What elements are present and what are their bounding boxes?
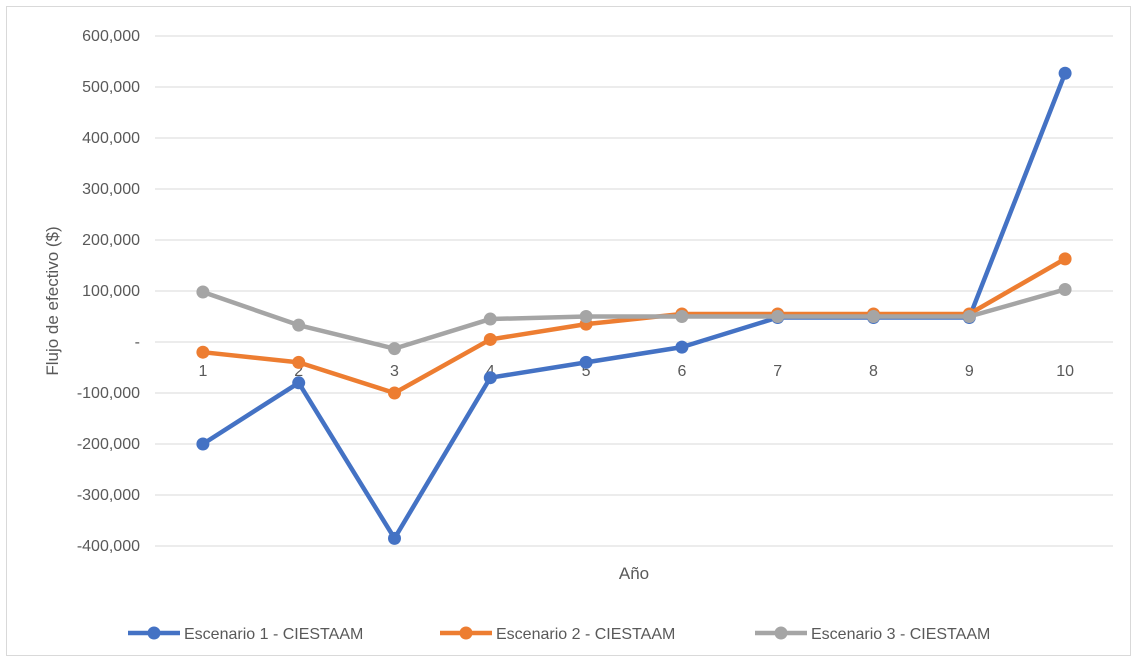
x-tick-label: 7 bbox=[773, 363, 782, 380]
y-axis-ticks: 600,000 500,000 400,000 300,000 200,000 100,0… bbox=[77, 28, 140, 555]
data-point bbox=[675, 310, 689, 323]
x-tick-label: 5 bbox=[582, 363, 591, 380]
legend-label: Escenario 3 - CIESTAAM bbox=[811, 626, 990, 643]
data-point bbox=[483, 371, 497, 385]
data-point bbox=[388, 386, 401, 400]
data-point bbox=[292, 318, 306, 332]
y-tick-label: 300,000 bbox=[82, 181, 140, 198]
series-line bbox=[200, 70, 1068, 541]
series-3 bbox=[196, 282, 1072, 356]
data-point bbox=[483, 312, 497, 326]
data-point bbox=[388, 342, 401, 356]
legend-point-marker bbox=[774, 626, 788, 640]
legend: Escenario 1 - CIESTAAM Escenario 2 - CIES… bbox=[128, 626, 990, 643]
data-point bbox=[675, 340, 689, 354]
y-tick-label: -400,000 bbox=[77, 538, 140, 555]
series-line bbox=[200, 287, 1068, 351]
data-point bbox=[1058, 252, 1072, 266]
data-point bbox=[292, 355, 306, 369]
data-point bbox=[196, 345, 210, 359]
x-tick-label: 10 bbox=[1056, 363, 1074, 380]
x-tick-label: 6 bbox=[677, 363, 686, 380]
legend-item: Escenario 3 - CIESTAAM bbox=[755, 626, 990, 643]
legend-item: Escenario 1 - CIESTAAM bbox=[128, 626, 363, 643]
x-tick-label: 9 bbox=[965, 363, 974, 380]
y-tick-label: - bbox=[135, 334, 140, 351]
series-lines bbox=[196, 66, 1072, 545]
gridlines bbox=[155, 35, 1113, 547]
x-tick-label: 3 bbox=[390, 363, 399, 380]
y-tick-label: -100,000 bbox=[77, 385, 140, 402]
y-tick-label: -200,000 bbox=[77, 436, 140, 453]
data-point bbox=[867, 310, 880, 323]
data-point bbox=[1058, 282, 1072, 296]
y-tick-label: -300,000 bbox=[77, 487, 140, 504]
legend-label: Escenario 2 - CIESTAAM bbox=[496, 626, 675, 643]
data-point bbox=[579, 355, 593, 369]
data-point bbox=[292, 376, 306, 390]
y-axis-title: Flujo de efectivo ($) bbox=[43, 226, 62, 375]
x-tick-label: 2 bbox=[294, 363, 303, 380]
x-tick-label: 1 bbox=[198, 363, 207, 380]
legend-point-marker bbox=[459, 626, 473, 640]
legend-label: Escenario 1 - CIESTAAM bbox=[184, 626, 363, 643]
y-tick-label: 500,000 bbox=[82, 79, 140, 96]
y-tick-label: 200,000 bbox=[82, 232, 140, 249]
data-point bbox=[196, 437, 210, 451]
legend-point-marker bbox=[147, 626, 161, 640]
series-line bbox=[200, 256, 1068, 396]
x-tick-label: 8 bbox=[869, 363, 878, 380]
data-point bbox=[196, 285, 210, 299]
data-point bbox=[388, 531, 401, 545]
data-point bbox=[771, 310, 785, 323]
data-point bbox=[1058, 66, 1072, 80]
chart-frame bbox=[6, 6, 1131, 656]
y-tick-label: 400,000 bbox=[82, 130, 140, 147]
y-tick-label: 600,000 bbox=[82, 28, 140, 45]
data-point bbox=[579, 310, 593, 323]
x-axis-title: Año bbox=[619, 564, 649, 583]
y-tick-label: 100,000 bbox=[82, 283, 140, 300]
series-2 bbox=[196, 252, 1072, 400]
data-point bbox=[962, 310, 976, 323]
data-point bbox=[483, 332, 497, 346]
legend-item: Escenario 2 - CIESTAAM bbox=[440, 626, 675, 643]
